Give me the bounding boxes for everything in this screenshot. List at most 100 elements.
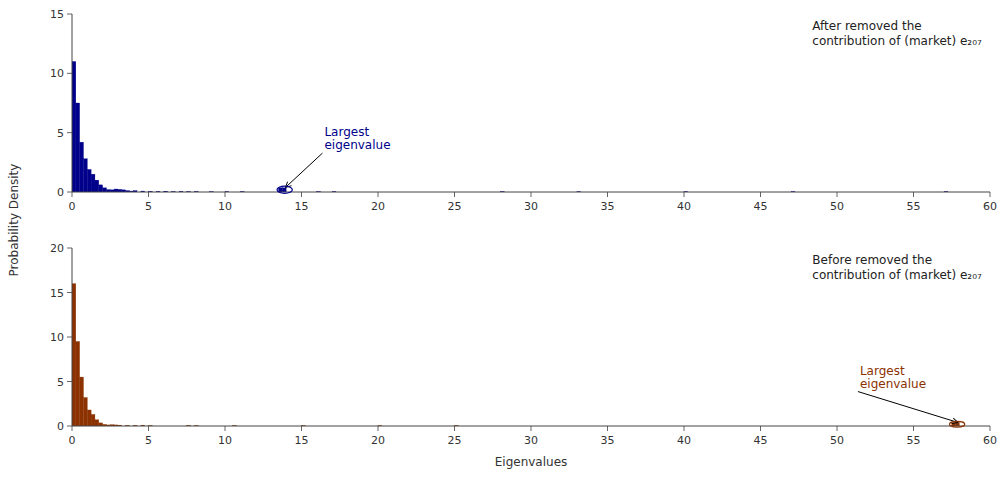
x-tick-label: 0 — [69, 200, 76, 213]
annotation-text: Largesteigenvalue — [324, 125, 390, 152]
x-tick — [607, 192, 608, 197]
x-tick — [531, 426, 532, 431]
x-tick — [837, 426, 838, 431]
bar — [952, 423, 956, 426]
text-line: Largest — [860, 364, 905, 378]
y-axis — [72, 14, 73, 192]
bar — [95, 420, 99, 426]
y-tick-label: 0 — [57, 186, 64, 199]
x-tick-label: 50 — [830, 434, 844, 447]
text-line: contribution of (market) e₂₀₇ — [812, 34, 982, 48]
x-tick — [837, 192, 838, 197]
y-tick-label: 10 — [50, 331, 64, 344]
panel-note: Before removed thecontribution of (marke… — [812, 253, 982, 282]
bar — [103, 188, 107, 192]
x-tick — [378, 426, 379, 431]
y-axis — [72, 248, 73, 426]
x-tick-label: 20 — [371, 200, 385, 213]
y-tick — [67, 248, 72, 249]
x-tick-label: 55 — [907, 434, 921, 447]
text-line: eigenvalue — [324, 138, 390, 152]
bar — [95, 180, 99, 192]
x-tick-label: 30 — [524, 434, 538, 447]
y-tick — [67, 426, 72, 427]
x-axis — [72, 192, 990, 193]
bars — [72, 61, 948, 192]
panel-note: After removed thecontribution of (market… — [812, 19, 982, 48]
text-line: contribution of (market) e₂₀₇ — [812, 268, 982, 282]
panel: 051015051015202530354045505560Largesteig… — [50, 8, 997, 213]
bar — [76, 103, 80, 192]
bar — [87, 169, 91, 192]
x-tick-label: 55 — [907, 200, 921, 213]
annotation-ellipse — [949, 421, 964, 427]
x-tick — [148, 192, 149, 197]
panel: 05101520051015202530354045505560Largeste… — [50, 242, 997, 469]
y-tick — [67, 381, 72, 382]
y-tick — [67, 337, 72, 338]
y-tick — [67, 14, 72, 15]
x-tick-label: 10 — [218, 434, 232, 447]
x-tick — [684, 426, 685, 431]
x-tick — [148, 426, 149, 431]
x-tick-label: 35 — [601, 200, 615, 213]
x-tick — [607, 426, 608, 431]
bar — [80, 142, 84, 192]
y-tick — [67, 73, 72, 74]
bar — [282, 188, 286, 192]
text-line: Largest — [324, 125, 369, 139]
x-tick — [913, 426, 914, 431]
bar — [99, 185, 103, 192]
x-tick-label: 25 — [448, 434, 462, 447]
x-tick-label: 5 — [145, 434, 152, 447]
x-tick-label: 40 — [677, 200, 691, 213]
x-tick — [225, 192, 226, 197]
x-tick-label: 50 — [830, 200, 844, 213]
x-tick-label: 60 — [983, 200, 997, 213]
x-tick-label: 30 — [524, 200, 538, 213]
x-tick-label: 20 — [371, 434, 385, 447]
chart: 051015051015202530354045505560Largesteig… — [0, 0, 1006, 496]
y-tick-label: 0 — [57, 420, 64, 433]
x-tick-label: 40 — [677, 434, 691, 447]
y-tick-label: 15 — [50, 8, 64, 21]
x-tick-label: 15 — [295, 434, 309, 447]
x-tick — [760, 192, 761, 197]
bar — [72, 61, 76, 192]
bar — [279, 188, 283, 192]
x-tick — [990, 192, 991, 197]
x-tick-label: 15 — [295, 200, 309, 213]
bars — [72, 284, 959, 426]
x-tick-label: 5 — [145, 200, 152, 213]
x-tick — [684, 192, 685, 197]
x-tick — [760, 426, 761, 431]
annotation-text: Largesteigenvalue — [860, 364, 926, 391]
x-tick-label: 45 — [754, 200, 768, 213]
x-axis-label: Eigenvalues — [495, 455, 568, 469]
x-tick — [301, 426, 302, 431]
bar — [956, 423, 960, 426]
y-axis-label: Probability Density — [7, 164, 21, 277]
bar — [80, 377, 84, 426]
x-tick — [913, 192, 914, 197]
bar — [72, 284, 76, 426]
bar — [91, 174, 95, 192]
x-axis — [72, 426, 990, 427]
x-tick-label: 25 — [448, 200, 462, 213]
y-tick — [67, 192, 72, 193]
x-tick — [531, 192, 532, 197]
bar — [76, 341, 80, 426]
x-tick — [378, 192, 379, 197]
text-line: After removed the — [812, 19, 921, 33]
x-tick-label: 60 — [983, 434, 997, 447]
x-tick-label: 0 — [69, 434, 76, 447]
x-tick-label: 45 — [754, 434, 768, 447]
bar — [83, 398, 87, 426]
y-tick-label: 5 — [57, 127, 64, 140]
x-tick — [72, 426, 73, 431]
bar — [83, 159, 87, 192]
text-line: eigenvalue — [860, 377, 926, 391]
y-tick-label: 10 — [50, 67, 64, 80]
y-tick-label: 15 — [50, 287, 64, 300]
annotation-arrow — [285, 153, 322, 187]
